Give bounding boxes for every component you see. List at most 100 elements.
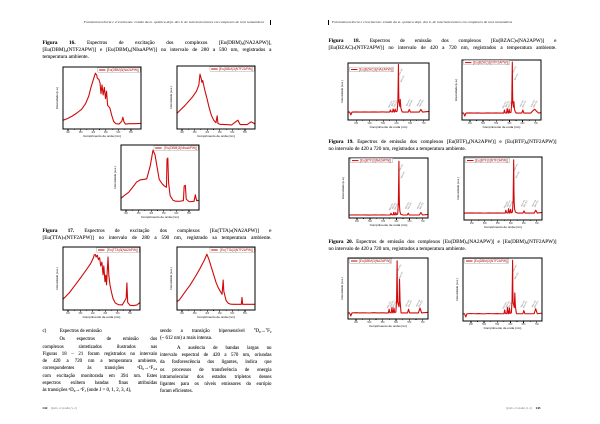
svg-text:450: 450: [103, 313, 108, 315]
svg-text:5D0-7F0: 5D0-7F0: [502, 102, 507, 109]
svg-text:5D0-7F1: 5D0-7F1: [508, 101, 513, 108]
svg-text:450: 450: [218, 132, 223, 134]
svg-text:5D0-7F4: 5D0-7F4: [419, 100, 424, 107]
svg-text:550: 550: [381, 123, 386, 125]
svg-text:5D0-7F4: 5D0-7F4: [418, 300, 423, 307]
svg-text:550: 550: [243, 132, 248, 134]
svg-text:500: 500: [482, 324, 487, 326]
svg-text:5D0-7F2: 5D0-7F2: [399, 164, 404, 171]
svg-text:5D0-7F1: 5D0-7F1: [392, 202, 397, 209]
svg-text:5D0-7F3: 5D0-7F3: [405, 300, 410, 307]
svg-text:500: 500: [174, 213, 179, 215]
svg-text:450: 450: [162, 213, 167, 215]
svg-text:Comprimento de onda (nm): Comprimento de onda (nm): [197, 134, 235, 138]
svg-text:650: 650: [408, 123, 413, 125]
svg-text:Intensidade (u.a.): Intensidade (u.a.): [169, 86, 173, 109]
svg-text:Intensidade (u.a.): Intensidade (u.a.): [455, 278, 459, 301]
svg-text:700: 700: [421, 322, 426, 324]
svg-text:450: 450: [354, 123, 359, 125]
svg-text:5D0-7F3: 5D0-7F3: [409, 100, 414, 107]
svg-text:600: 600: [508, 324, 513, 326]
svg-text:[Eu(TTA)3(NA2APW)]: [Eu(TTA)3(NA2APW)]: [107, 248, 138, 252]
svg-text:400: 400: [205, 132, 210, 134]
svg-text:5D0-7F3: 5D0-7F3: [408, 300, 413, 307]
svg-text:5D0-7F4: 5D0-7F4: [532, 200, 537, 207]
svg-text:Comprimento de onda (nm): Comprimento de onda (nm): [370, 125, 408, 129]
svg-text:5D0-7F2: 5D0-7F2: [513, 265, 518, 272]
svg-text:[Eu(BTF)3(NA2APW)]: [Eu(BTF)3(NA2APW)]: [360, 159, 391, 163]
svg-text:[Eu(TTA)3(NTF2APW)]: [Eu(TTA)3(NTF2APW)]: [220, 248, 253, 252]
svg-text:[Eu(DBM)3(NA2APW)]: [Eu(DBM)3(NA2APW)]: [107, 68, 139, 72]
svg-text:Comprimento de onda (nm): Comprimento de onda (nm): [369, 324, 407, 328]
svg-text:5D0-7F4: 5D0-7F4: [534, 200, 539, 207]
svg-text:350: 350: [79, 132, 84, 134]
svg-text:400: 400: [205, 313, 210, 315]
svg-text:5D0-7F3: 5D0-7F3: [523, 301, 528, 308]
svg-text:450: 450: [104, 132, 109, 134]
svg-text:550: 550: [129, 132, 134, 134]
svg-text:500: 500: [481, 123, 486, 125]
svg-text:5D0-7F1: 5D0-7F1: [391, 100, 396, 107]
svg-text:5D0-7F4: 5D0-7F4: [533, 101, 538, 108]
svg-text:650: 650: [407, 322, 412, 324]
svg-text:5D0-7F1: 5D0-7F1: [505, 100, 510, 107]
svg-text:500: 500: [368, 123, 373, 125]
svg-text:5D0-7F3: 5D0-7F3: [408, 203, 413, 210]
svg-text:5D0-7F2: 5D0-7F2: [400, 75, 405, 82]
svg-text:5D0-7F3: 5D0-7F3: [522, 101, 527, 108]
svg-text:500: 500: [116, 132, 121, 134]
svg-text:450: 450: [469, 324, 474, 326]
svg-text:5D0-7F2: 5D0-7F2: [514, 73, 519, 80]
svg-text:Intensidade (u.a.): Intensidade (u.a.): [113, 166, 117, 189]
svg-text:5D0-7F2: 5D0-7F2: [397, 264, 402, 271]
svg-text:5D0-7F1: 5D0-7F1: [394, 203, 399, 210]
svg-text:5D0-7F3: 5D0-7F3: [521, 300, 526, 307]
svg-text:600: 600: [395, 123, 400, 125]
svg-text:500: 500: [116, 313, 121, 315]
svg-text:600: 600: [394, 221, 399, 223]
svg-text:Comprimento de onda (nm): Comprimento de onda (nm): [141, 215, 179, 219]
svg-text:400: 400: [91, 132, 96, 134]
svg-text:Intensidade (u.a.): Intensidade (u.a.): [340, 80, 344, 103]
svg-text:300: 300: [66, 313, 71, 315]
svg-text:700: 700: [421, 221, 426, 223]
svg-text:500: 500: [368, 221, 373, 223]
svg-text:[Eu(BZAC)3(NA2APW)]: [Eu(BZAC)3(NA2APW)]: [359, 68, 393, 72]
svg-text:5D0-7F2: 5D0-7F2: [514, 164, 519, 171]
svg-text:700: 700: [535, 324, 540, 326]
svg-text:Intensidade (u.a.): Intensidade (u.a.): [454, 79, 458, 102]
svg-text:5D0-7F0: 5D0-7F0: [387, 301, 392, 308]
svg-text:5D0-7F2: 5D0-7F2: [514, 272, 519, 279]
svg-text:[Eu(DBM)3(NTF2APW)]: [Eu(DBM)3(NTF2APW)]: [219, 67, 253, 71]
svg-text:Comprimento de onda (nm): Comprimento de onda (nm): [83, 134, 121, 138]
svg-text:Comprimento de onda (nm): Comprimento de onda (nm): [370, 223, 408, 227]
svg-text:5D0-7F4: 5D0-7F4: [531, 100, 536, 107]
svg-text:500: 500: [230, 313, 235, 315]
svg-text:550: 550: [495, 324, 500, 326]
svg-text:650: 650: [521, 123, 526, 125]
svg-text:5D0-7F1: 5D0-7F1: [506, 301, 511, 308]
svg-text:600: 600: [394, 322, 399, 324]
svg-text:350: 350: [137, 213, 142, 215]
svg-text:550: 550: [381, 322, 386, 324]
svg-text:5D0-7F3: 5D0-7F3: [405, 202, 410, 209]
svg-text:600: 600: [509, 223, 514, 225]
svg-text:450: 450: [354, 322, 359, 324]
svg-text:[Eu(DBM)3(NA2APW)]: [Eu(DBM)3(NA2APW)]: [359, 259, 391, 263]
svg-text:Intensidade (u.a.): Intensidade (u.a.): [169, 267, 173, 290]
svg-text:550: 550: [496, 223, 501, 225]
svg-text:Comprimento de onda (nm): Comprimento de onda (nm): [483, 125, 521, 129]
svg-text:5D0-7F4: 5D0-7F4: [534, 301, 539, 308]
svg-text:5D0-7F2: 5D0-7F2: [399, 272, 404, 279]
svg-text:5D0-7F1: 5D0-7F1: [392, 301, 397, 308]
svg-text:5D0-7F2: 5D0-7F2: [401, 171, 406, 178]
svg-text:[Eu(DBM)3(NIsaAPW)]: [Eu(DBM)3(NIsaAPW)]: [164, 146, 197, 150]
svg-text:5D0-7F3: 5D0-7F3: [406, 99, 411, 106]
svg-text:5D0-7F0: 5D0-7F0: [388, 101, 393, 108]
svg-text:5D0-7F4: 5D0-7F4: [419, 203, 424, 210]
svg-text:5D0-7F2: 5D0-7F2: [399, 69, 404, 76]
svg-text:550: 550: [494, 123, 499, 125]
svg-text:Intensidade (u.a.): Intensidade (u.a.): [456, 177, 460, 200]
svg-text:400: 400: [91, 313, 96, 315]
svg-text:[Eu(DBM)3(NTF2APW)]: [Eu(DBM)3(NTF2APW)]: [474, 259, 508, 263]
